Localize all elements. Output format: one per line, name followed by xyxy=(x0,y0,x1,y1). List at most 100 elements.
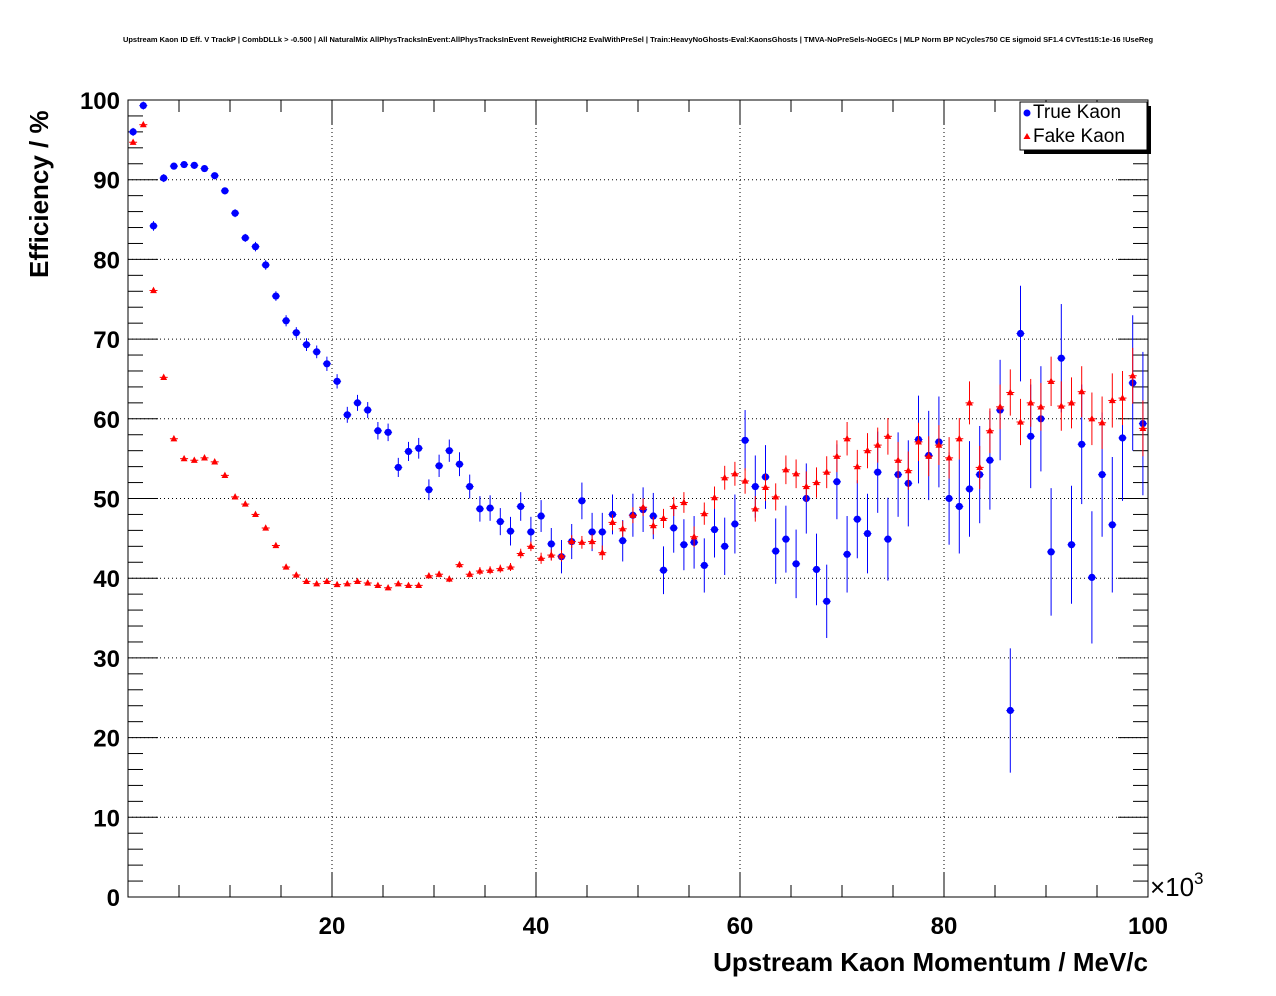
true-kaon-point xyxy=(679,519,688,571)
true-kaon-marker xyxy=(833,478,841,486)
true-kaon-marker xyxy=(282,317,290,325)
fake-kaon-marker xyxy=(782,466,790,473)
fake-kaon-point xyxy=(904,451,913,490)
fake-kaon-marker xyxy=(364,579,372,586)
fake-kaon-marker xyxy=(1037,403,1045,410)
true-kaon-marker xyxy=(700,561,708,570)
fake-kaon-marker xyxy=(1098,418,1106,426)
fake-kaon-marker xyxy=(303,577,310,584)
fake-kaon-marker xyxy=(231,493,239,500)
fake-kaon-point xyxy=(1006,369,1015,416)
true-kaon-point xyxy=(730,494,739,554)
fake-kaon-point xyxy=(873,427,882,463)
y-tick-label: 20 xyxy=(93,726,120,753)
fake-kaon-point xyxy=(210,458,219,465)
true-kaon-marker xyxy=(241,234,249,242)
true-kaon-marker xyxy=(517,502,525,511)
true-kaon-marker xyxy=(466,482,474,491)
fake-kaon-point xyxy=(822,456,831,489)
fake-kaon-point xyxy=(628,507,637,524)
fake-kaon-marker xyxy=(884,432,892,439)
true-kaon-marker xyxy=(731,520,739,528)
true-kaon-marker xyxy=(180,160,188,169)
fake-kaon-marker xyxy=(1119,394,1126,401)
fake-kaon-marker xyxy=(405,581,412,588)
fake-kaon-point xyxy=(149,286,158,294)
fake-kaon-marker xyxy=(272,541,280,549)
fake-kaon-point xyxy=(996,384,1005,430)
fake-kaon-marker xyxy=(292,571,300,578)
true-kaon-point xyxy=(292,327,301,339)
y-tick-label: 10 xyxy=(93,805,120,832)
fake-kaon-point xyxy=(241,500,250,507)
true-kaon-point xyxy=(965,441,974,537)
true-kaon-point xyxy=(210,172,219,180)
true-kaon-point xyxy=(333,374,342,389)
true-kaon-marker xyxy=(965,485,974,493)
true-kaon-marker xyxy=(843,550,851,558)
chart-title: Upstream Kaon ID Eff. V TrackP | CombDLL… xyxy=(123,35,1154,44)
fake-kaon-marker xyxy=(425,572,433,579)
true-kaon-marker xyxy=(302,341,311,349)
fake-kaon-point xyxy=(588,534,597,549)
true-kaon-point xyxy=(537,500,546,532)
fake-kaon-point xyxy=(271,541,280,549)
true-kaon-point xyxy=(241,233,250,242)
true-kaon-marker xyxy=(190,161,198,169)
true-kaon-point xyxy=(302,338,311,352)
true-kaon-marker xyxy=(313,348,321,356)
fake-kaon-marker xyxy=(486,566,494,573)
fake-kaon-marker xyxy=(527,542,535,549)
fake-kaon-point xyxy=(914,422,923,462)
x-axis-multiplier: ×10 3 xyxy=(1150,869,1203,902)
true-kaon-point xyxy=(598,512,607,552)
legend-box xyxy=(1019,101,1148,151)
fake-kaon-marker xyxy=(976,463,984,471)
fake-kaon-point xyxy=(975,445,984,489)
fake-kaon-marker xyxy=(1129,371,1137,379)
fake-kaon-point xyxy=(139,120,148,128)
true-kaon-point xyxy=(516,492,525,521)
fake-kaon-point xyxy=(516,548,525,559)
y-tick-label: 70 xyxy=(93,327,120,354)
fake-kaon-point xyxy=(934,425,943,466)
fake-kaon-marker xyxy=(639,503,647,510)
fake-kaon-point xyxy=(792,459,801,489)
axis-ticks xyxy=(127,99,1149,898)
fake-kaon-marker xyxy=(354,577,361,584)
fake-kaon-point xyxy=(465,570,474,578)
fake-kaon-marker xyxy=(874,441,882,448)
x-tick-label: 40 xyxy=(523,913,550,940)
fake-kaon-marker xyxy=(955,434,963,442)
true-kaon-point xyxy=(394,457,403,477)
true-kaon-marker xyxy=(496,518,504,526)
true-kaon-point xyxy=(384,423,393,442)
fake-kaon-point xyxy=(1036,382,1045,431)
fake-kaon-marker xyxy=(904,466,912,474)
fake-kaon-marker xyxy=(517,549,525,557)
fake-kaon-point xyxy=(883,418,892,455)
true-kaon-marker xyxy=(486,504,494,512)
fake-kaon-marker xyxy=(343,579,351,587)
true-kaon-marker xyxy=(415,444,423,452)
fake-kaon-point xyxy=(720,465,729,490)
true-kaon-marker xyxy=(170,162,178,170)
true-kaon-marker xyxy=(986,456,994,464)
true-kaon-marker xyxy=(262,261,270,269)
fake-kaon-marker xyxy=(741,477,749,484)
fake-kaon-marker xyxy=(813,478,820,486)
fake-kaon-point xyxy=(363,579,372,586)
true-kaon-point xyxy=(812,533,821,606)
true-kaon-marker xyxy=(588,528,596,536)
fake-kaon-marker xyxy=(323,577,331,584)
true-kaon-point xyxy=(404,441,413,462)
true-kaon-point xyxy=(231,209,240,218)
true-kaon-point xyxy=(700,538,709,593)
fake-kaon-marker xyxy=(588,537,596,545)
true-kaon-point xyxy=(1067,485,1076,604)
true-kaon-marker xyxy=(721,542,729,550)
true-kaon-point xyxy=(353,394,362,411)
true-kaon-marker xyxy=(476,505,484,513)
fake-kaon-point xyxy=(832,440,841,473)
fake-kaon-point xyxy=(537,552,546,564)
